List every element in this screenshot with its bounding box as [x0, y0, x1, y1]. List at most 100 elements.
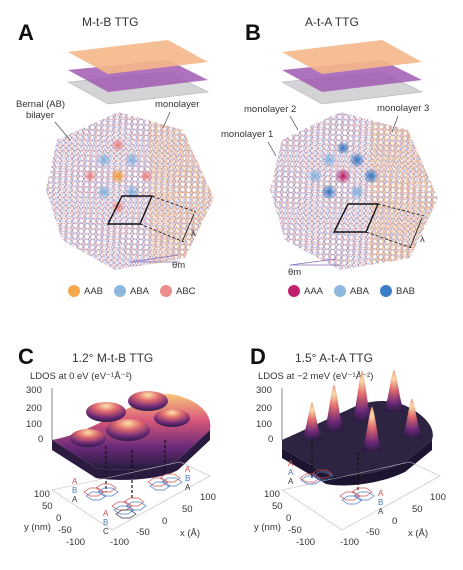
lambda-bar — [181, 213, 195, 243]
panel-c: C 1.2° M-t-B TTG LDOS at 0 eV (eV⁻¹Å⁻²) … — [18, 344, 216, 548]
legend-swatch-1 — [334, 285, 346, 297]
z-tick: 100 — [26, 419, 42, 430]
blob-bab — [322, 185, 336, 199]
x-axis-label: x (Å) — [180, 528, 200, 539]
panel-c-letter: C — [18, 344, 34, 369]
stack-label: A — [288, 468, 294, 477]
lambda-guide — [139, 223, 185, 243]
blob-aba — [308, 169, 322, 183]
z-tick: 200 — [26, 403, 42, 414]
panel-a-layer-stack — [67, 40, 210, 105]
surface-base — [52, 430, 210, 480]
z-tick: 0 — [38, 434, 43, 445]
label-monolayer: monolayer — [155, 99, 199, 110]
panel-a-moire-lattice: λ θm — [46, 112, 214, 271]
panel-b-title: A-t-A TTG — [305, 15, 359, 29]
stacking-sketch-left — [83, 483, 119, 501]
y-tick: 0 — [56, 513, 61, 524]
y-axis-label: y (nm) — [24, 522, 51, 533]
blob-bab — [337, 142, 349, 154]
lattice-orange — [118, 112, 214, 265]
ldos-surface — [282, 401, 433, 476]
ldos-peak — [128, 391, 168, 411]
pointer-line — [267, 141, 277, 157]
pointer-line — [289, 115, 299, 131]
stacking-sketch-left — [299, 469, 334, 485]
ldos-peak — [322, 384, 346, 432]
ldos-peak — [300, 402, 324, 440]
blob-bab — [364, 169, 378, 183]
panel-c-zlabel: LDOS at 0 eV (eV⁻¹Å⁻²) — [30, 371, 132, 382]
y-tick: -50 — [288, 525, 302, 536]
y-tick: -50 — [58, 525, 72, 536]
blob-aba — [125, 153, 139, 167]
blob-aba — [97, 185, 111, 199]
lambda-label: λ — [420, 234, 425, 245]
stack-label: B — [103, 518, 108, 527]
y-tick: -100 — [296, 537, 315, 548]
panel-b-legend: AAA ABA BAB — [288, 285, 415, 297]
x-tick: 50 — [182, 504, 193, 515]
lambda-guide — [377, 203, 425, 217]
panel-a-letter: A — [18, 20, 34, 45]
stack-label: A — [72, 495, 78, 504]
z-tick: 0 — [268, 434, 273, 445]
panel-a-title: M-t-B TTG — [82, 15, 138, 29]
stack-label: A — [185, 465, 191, 474]
blob-aba — [350, 185, 364, 199]
stack-label: A — [103, 509, 109, 518]
label-monolayer-2: monolayer 2 — [244, 104, 296, 115]
y-tick: 0 — [286, 513, 291, 524]
panel-d-zlabel: LDOS at −2 meV (eV⁻¹Å⁻²) — [258, 371, 373, 382]
y-axis-label: y (nm) — [254, 522, 281, 533]
theta-line — [289, 258, 337, 266]
floor-plane — [51, 461, 211, 531]
stack-label: B — [72, 486, 77, 495]
ldos-peak — [360, 406, 384, 452]
x-axis-label: x (Å) — [408, 528, 428, 539]
pointer-line — [162, 111, 171, 129]
ldos-peak — [382, 370, 406, 412]
blob-abc — [112, 139, 124, 151]
y-tick: 100 — [34, 489, 50, 500]
lambda-guide — [365, 231, 413, 249]
panel-b-letter: B — [245, 20, 261, 45]
label-monolayer-1: monolayer 1 — [221, 129, 273, 140]
blob-aaa — [336, 169, 350, 183]
y-tick: 100 — [264, 489, 280, 500]
label-monolayer-3: monolayer 3 — [377, 103, 429, 114]
layer-top — [282, 40, 422, 74]
pointer-line — [54, 121, 71, 141]
lambda-bar — [409, 217, 423, 249]
stack-label: B — [185, 474, 190, 483]
x-tick: 50 — [412, 504, 423, 515]
blob-bab — [350, 153, 364, 167]
label-bernal-line2: bilayer — [26, 110, 54, 121]
legend-label-1: ABA — [350, 286, 370, 297]
ldos-peak — [106, 419, 150, 441]
legend-swatch-0 — [68, 285, 80, 297]
stack-label: A — [378, 489, 384, 498]
surface-base — [282, 440, 432, 486]
legend-label-2: BAB — [396, 286, 415, 297]
label-bernal-line1: Bernal (AB) — [16, 99, 65, 110]
stack-label: A — [185, 483, 191, 492]
blob-aba — [322, 153, 336, 167]
z-tick: 100 — [256, 419, 272, 430]
blob-aba — [97, 153, 111, 167]
panel-c-title: 1.2° M-t-B TTG — [72, 351, 153, 365]
ldos-peak — [70, 429, 106, 447]
x-tick: 0 — [392, 516, 397, 527]
stack-label: A — [72, 477, 78, 486]
blob-abc — [140, 170, 152, 182]
legend-swatch-1 — [114, 285, 126, 297]
z-tick: 200 — [256, 403, 272, 414]
stack-label: C — [103, 527, 109, 536]
pointer-line — [391, 115, 399, 133]
lattice-orange — [340, 112, 438, 265]
stacking-sketch-mid — [111, 497, 147, 519]
panel-b: B A-t-A TTG λ θm — [221, 15, 438, 297]
stack-label: A — [288, 459, 294, 468]
z-tick: 300 — [256, 385, 272, 396]
panel-a-legend: AAB ABA ABC — [68, 285, 196, 297]
